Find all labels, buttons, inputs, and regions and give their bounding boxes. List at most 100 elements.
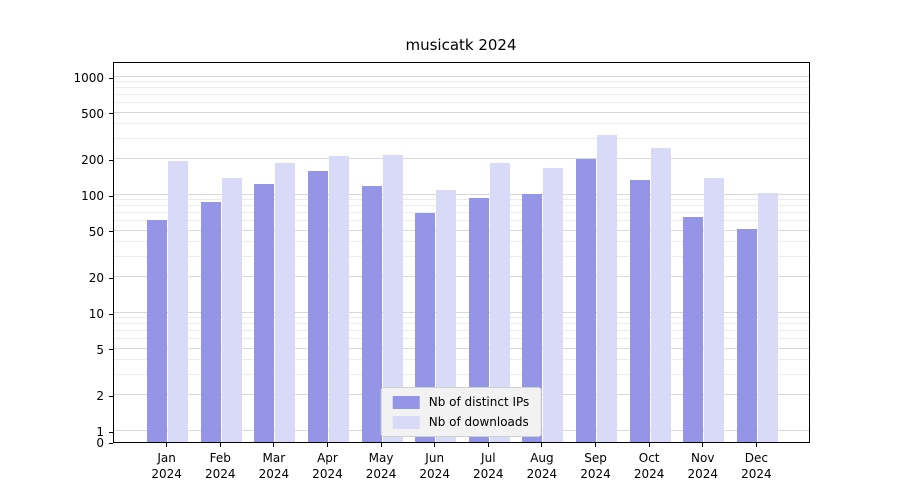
bar-nb-of-distinct-ips-jul <box>468 197 489 442</box>
legend-swatch-distinct-ips <box>392 395 420 409</box>
gridline-minor-9 <box>114 317 809 319</box>
x-tick-label-apr: Apr 2024 <box>312 451 343 482</box>
x-tick-label-aug: Aug 2024 <box>526 451 558 482</box>
bar-nb-of-downloads-mar <box>275 163 296 442</box>
gridline-minor-90 <box>114 199 809 201</box>
legend-swatch-downloads <box>392 415 420 429</box>
bar-nb-of-distinct-ips-feb <box>200 202 221 442</box>
bar-nb-of-distinct-ips-mar <box>254 183 275 442</box>
bar-nb-of-downloads-aug <box>543 167 564 442</box>
legend-label-downloads: Nb of downloads <box>428 415 529 429</box>
x-tick-label-jun: Jun 2024 <box>419 451 450 482</box>
bar-nb-of-downloads-jun <box>436 190 457 442</box>
bar-nb-of-distinct-ips-nov <box>683 217 704 442</box>
bar-nb-of-distinct-ips-dec <box>736 228 757 442</box>
bar-nb-of-downloads-apr <box>328 155 349 442</box>
y-tick-1 <box>109 431 113 433</box>
y-tick-label-50: 50 <box>88 224 104 239</box>
y-tick-10 <box>109 313 113 315</box>
gridline-minor-7 <box>114 330 809 332</box>
bar-nb-of-distinct-ips-jun <box>415 213 436 442</box>
y-tick-label-0: 0 <box>96 436 104 450</box>
x-tick-label-nov: Nov 2024 <box>687 451 719 482</box>
chart-title: musicatk 2024 <box>405 36 517 54</box>
x-tick-nov <box>702 443 704 447</box>
gridline-minor-4 <box>114 358 809 360</box>
y-tick-label-5: 5 <box>96 342 104 357</box>
bar-nb-of-downloads-jan <box>168 160 189 442</box>
bar-nb-of-downloads-sep <box>597 135 618 442</box>
plot-area <box>113 62 810 443</box>
gridline-minor-3 <box>114 373 809 375</box>
gridline-minor-40 <box>114 240 809 242</box>
x-tick-jul <box>487 443 489 447</box>
gridline-1000 <box>114 76 809 77</box>
legend-item-downloads: Nb of downloads <box>392 415 530 429</box>
x-tick-label-jan: Jan 2024 <box>151 451 182 482</box>
legend-item-distinct-ips: Nb of distinct IPs <box>392 395 530 409</box>
y-tick-0 <box>109 442 113 444</box>
bar-nb-of-downloads-oct <box>650 148 671 442</box>
gridline-10 <box>114 312 809 313</box>
gridline-minor-400 <box>114 122 809 124</box>
y-tick-label-10: 10 <box>88 307 104 321</box>
gridline-200 <box>114 158 809 160</box>
y-tick-20 <box>109 277 113 279</box>
bar-nb-of-distinct-ips-may <box>361 185 382 442</box>
y-tick-label-1000: 1000 <box>73 71 104 85</box>
gridline-minor-800 <box>114 87 809 89</box>
x-tick-apr <box>326 443 328 447</box>
x-tick-aug <box>541 443 543 447</box>
bar-nb-of-downloads-jul <box>489 163 510 442</box>
gridline-20 <box>114 276 809 278</box>
y-tick-5 <box>109 349 113 351</box>
bar-nb-of-distinct-ips-apr <box>307 170 328 442</box>
x-tick-may <box>380 443 382 447</box>
legend-label-distinct-ips: Nb of distinct IPs <box>428 395 530 409</box>
x-tick-dec <box>755 443 757 447</box>
gridline-minor-8 <box>114 323 809 325</box>
y-tick-200 <box>109 159 113 161</box>
y-tick-label-100: 100 <box>81 189 104 203</box>
bar-nb-of-distinct-ips-jan <box>147 219 168 442</box>
gridline-minor-30 <box>114 255 809 257</box>
gridline-minor-900 <box>114 81 809 83</box>
y-tick-500 <box>109 113 113 115</box>
gridline-minor-700 <box>114 94 809 96</box>
gridline-50 <box>114 229 809 231</box>
y-tick-100 <box>109 195 113 197</box>
x-tick-label-jul: Jul 2024 <box>473 451 504 482</box>
gridline-minor-70 <box>114 212 809 214</box>
x-tick-label-oct: Oct 2024 <box>633 451 665 482</box>
y-tick-1000 <box>109 77 113 79</box>
x-tick-label-sep: Sep 2024 <box>580 451 611 482</box>
legend: Nb of distinct IPs Nb of downloads <box>380 387 542 437</box>
y-tick-50 <box>109 231 113 233</box>
bar-nb-of-distinct-ips-sep <box>576 159 597 442</box>
x-tick-sep <box>595 443 597 447</box>
bar-nb-of-downloads-feb <box>221 177 242 442</box>
x-tick-label-dec: Dec 2024 <box>741 451 772 482</box>
y-tick-label-500: 500 <box>81 106 104 121</box>
y-tick-label-1: 1 <box>96 425 104 439</box>
x-tick-jun <box>434 443 436 447</box>
x-tick-label-may: May 2024 <box>365 451 397 482</box>
x-tick-mar <box>273 443 275 447</box>
y-tick-label-20: 20 <box>88 271 104 286</box>
bar-nb-of-downloads-nov <box>704 177 725 442</box>
gridline-minor-6 <box>114 338 809 340</box>
gridline-minor-300 <box>114 137 809 139</box>
y-tick-2 <box>109 395 113 397</box>
bar-nb-of-distinct-ips-oct <box>629 179 650 442</box>
x-tick-jan <box>166 443 168 447</box>
bar-nb-of-downloads-may <box>382 154 403 442</box>
gridline-minor-80 <box>114 205 809 207</box>
x-tick-oct <box>648 443 650 447</box>
gridline-5 <box>114 347 809 349</box>
gridline-100 <box>114 194 809 195</box>
x-tick-label-feb: Feb 2024 <box>204 451 236 482</box>
bar-nb-of-downloads-dec <box>757 192 778 442</box>
y-tick-label-2: 2 <box>96 389 104 404</box>
x-tick-feb <box>219 443 221 447</box>
